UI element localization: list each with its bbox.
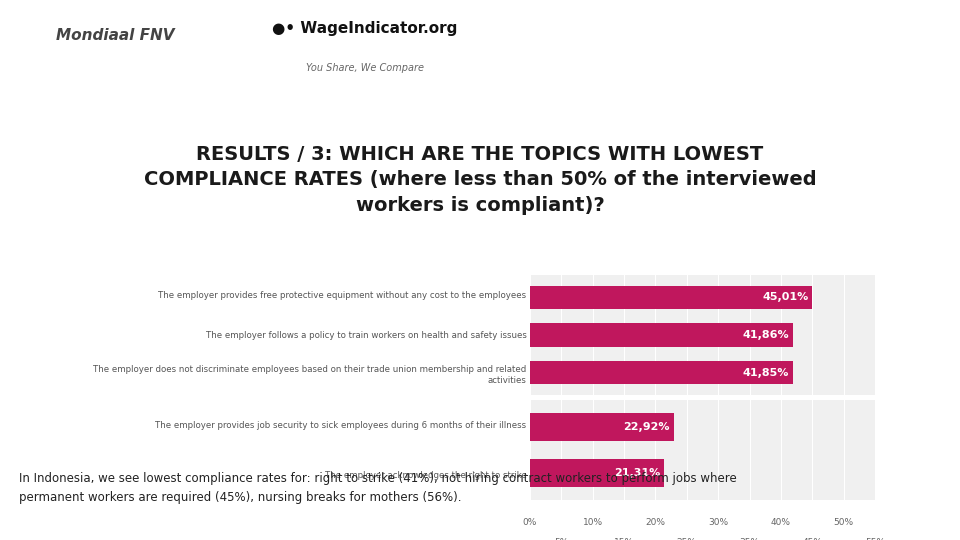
Bar [530, 458, 663, 487]
Text: 30%: 30% [708, 518, 729, 527]
Text: 50%: 50% [833, 518, 853, 527]
Text: 21,31%: 21,31% [613, 468, 660, 478]
Text: 41,86%: 41,86% [742, 330, 789, 340]
Text: 40%: 40% [771, 518, 791, 527]
Text: In Indonesia, we see lowest compliance rates for: right to strike (41%), not hir: In Indonesia, we see lowest compliance r… [19, 472, 737, 504]
Bar [530, 323, 793, 347]
Text: 35%: 35% [739, 538, 759, 540]
Text: RESULTS / 3: WHICH ARE THE TOPICS WITH LOWEST
COMPLIANCE RATES (where less than : RESULTS / 3: WHICH ARE THE TOPICS WITH L… [144, 145, 816, 215]
Text: The employer follows a policy to train workers on health and safety issues: The employer follows a policy to train w… [205, 330, 526, 340]
Bar [530, 361, 793, 384]
Text: 20%: 20% [645, 518, 665, 527]
Text: 25%: 25% [677, 538, 697, 540]
Bar [530, 286, 812, 309]
Bar [530, 413, 674, 441]
Text: 45%: 45% [803, 538, 823, 540]
Text: 45,01%: 45,01% [762, 293, 808, 302]
Text: 10%: 10% [583, 518, 603, 527]
Text: The employer provides job security to sick employees during 6 months of their il: The employer provides job security to si… [156, 421, 526, 429]
Text: You Share, We Compare: You Share, We Compare [306, 63, 423, 73]
Text: The employer does not discriminate employees based on their trade union membersh: The employer does not discriminate emplo… [93, 365, 526, 384]
Text: ●• WageIndicator.org: ●• WageIndicator.org [272, 21, 458, 36]
Text: 15%: 15% [614, 538, 635, 540]
Text: 22,92%: 22,92% [623, 422, 670, 433]
Text: The employer provides free protective equipment without any cost to the employee: The employer provides free protective eq… [158, 291, 526, 300]
Text: 0%: 0% [523, 518, 538, 527]
Text: Mondiaal FNV: Mondiaal FNV [56, 28, 175, 43]
Text: 41,85%: 41,85% [742, 368, 789, 377]
Text: 55%: 55% [865, 538, 885, 540]
Text: 5%: 5% [554, 538, 568, 540]
Text: The employer acknowledges the right to strike: The employer acknowledges the right to s… [324, 470, 526, 480]
